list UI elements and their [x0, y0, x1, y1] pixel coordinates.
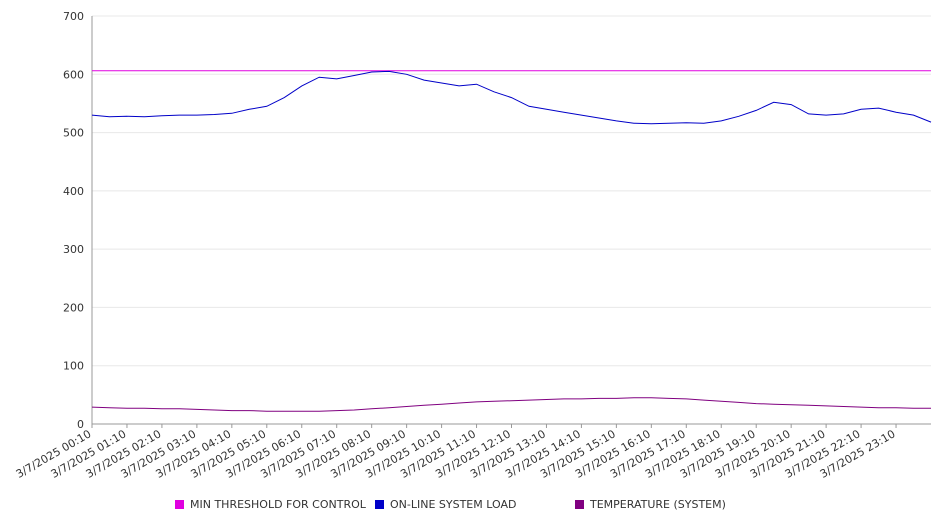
- y-tick-label: 300: [63, 243, 84, 256]
- y-tick-label: 700: [63, 10, 84, 23]
- legend: MIN THRESHOLD FOR CONTROL ON-LINE SYSTEM…: [0, 498, 946, 514]
- legend-item-system-load[interactable]: ON-LINE SYSTEM LOAD: [375, 498, 516, 511]
- series-line-1: [91, 70, 932, 125]
- legend-swatch-min-threshold: [175, 500, 184, 509]
- axes: [91, 16, 931, 425]
- y-tick-label: 100: [63, 360, 84, 373]
- legend-label-system-load: ON-LINE SYSTEM LOAD: [390, 498, 517, 511]
- series-line-2: [91, 397, 931, 412]
- y-tick-label: 0: [77, 418, 84, 431]
- y-tick-label: 600: [63, 68, 84, 81]
- legend-swatch-system-load: [375, 500, 384, 509]
- legend-item-temperature[interactable]: TEMPERATURE (SYSTEM): [575, 498, 726, 511]
- y-tick-label: 400: [63, 185, 84, 198]
- y-tick-label: 200: [63, 301, 84, 314]
- series-lines: [91, 70, 932, 412]
- legend-swatch-temperature: [575, 500, 584, 509]
- x-tick-labels: 3/7/2025 00:103/7/2025 01:103/7/2025 02:…: [14, 424, 898, 481]
- y-tick-label: 500: [63, 127, 84, 140]
- legend-label-temperature: TEMPERATURE (SYSTEM): [590, 498, 726, 511]
- y-tick-labels: 0 100 200 300 400 500 600 700: [63, 10, 84, 431]
- legend-label-min-threshold: MIN THRESHOLD FOR CONTROL: [190, 498, 366, 511]
- grid-lines: [92, 15, 931, 367]
- legend-item-min-threshold[interactable]: MIN THRESHOLD FOR CONTROL: [175, 498, 366, 511]
